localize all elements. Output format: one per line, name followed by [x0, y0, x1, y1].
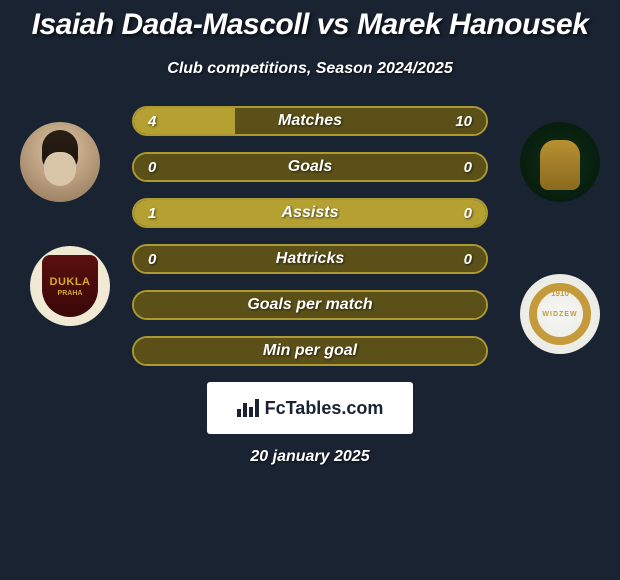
comparison-title: Isaiah Dada-Mascoll vs Marek Hanousek [0, 0, 620, 42]
stat-bar-min-per-goal: Min per goal [132, 336, 488, 366]
stat-left-value: 0 [148, 159, 156, 176]
stat-right-value: 0 [464, 251, 472, 268]
stat-bar-goals: 0 Goals 0 [132, 152, 488, 182]
brand-chart-icon [237, 399, 259, 417]
player1-name: Isaiah Dada-Mascoll [32, 8, 309, 41]
player1-photo [20, 122, 100, 202]
stat-label: Goals [288, 158, 332, 176]
stat-bar-hattricks: 0 Hattricks 0 [132, 244, 488, 274]
stat-label: Goals per match [247, 296, 372, 314]
vs-text: vs [317, 8, 349, 41]
stat-label: Hattricks [276, 250, 344, 268]
brand-text: FcTables.com [265, 398, 384, 419]
player2-name: Marek Hanousek [357, 8, 588, 41]
stat-left-value: 0 [148, 251, 156, 268]
player2-photo [520, 122, 600, 202]
stat-label: Matches [278, 112, 342, 130]
content-area: DUKLA PRAHA 1910 WIDZEW 4Matches100Goals… [0, 106, 620, 366]
footer-date: 20 january 2025 [0, 448, 620, 466]
club2-logo: 1910 WIDZEW [520, 274, 600, 354]
club1-name: DUKLA [50, 276, 91, 288]
stat-label: Min per goal [263, 342, 357, 360]
stat-left-value: 4 [148, 113, 156, 130]
stat-bar-matches: 4 Matches 10 [132, 106, 488, 136]
club2-year: 1910 [551, 289, 569, 298]
stats-bars: 4 Matches 10 0 Goals 0 1 Assists 0 0 Hattricks 0 Goa… [132, 106, 488, 366]
stat-bar-goals-per-match: Goals per match [132, 290, 488, 320]
stat-right-value: 0 [464, 159, 472, 176]
club1-sub: PRAHA [58, 290, 83, 297]
brand-box: FcTables.com [207, 382, 413, 434]
stat-right-value: 0 [464, 205, 472, 222]
stat-right-value: 10 [455, 113, 472, 130]
club2-ring-icon: 1910 WIDZEW [529, 283, 591, 345]
season-subtitle: Club competitions, Season 2024/2025 [0, 60, 620, 78]
stat-left-value: 1 [148, 205, 156, 222]
club1-logo: DUKLA PRAHA [30, 246, 110, 326]
stat-bar-assists: 1 Assists 0 [132, 198, 488, 228]
club1-shield-icon: DUKLA PRAHA [42, 255, 98, 317]
club2-name: WIDZEW [542, 311, 577, 318]
stat-label: Assists [282, 204, 339, 222]
